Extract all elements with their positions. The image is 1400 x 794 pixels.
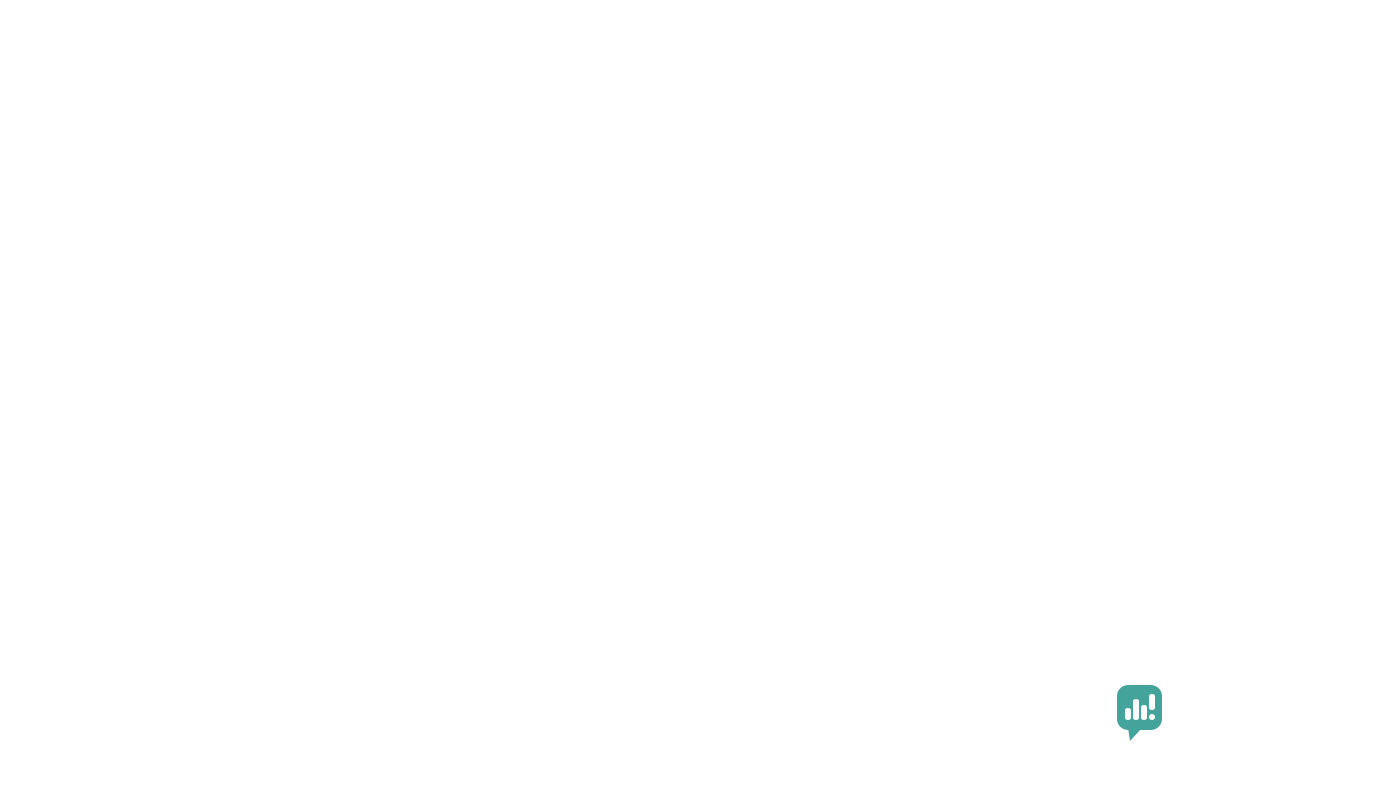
logo-bar-medium	[1141, 705, 1147, 720]
newsworthy-logo	[1116, 684, 1174, 742]
logo-bubble-tail	[1128, 728, 1142, 741]
logo-bar-tall	[1133, 699, 1139, 720]
logo-exclamation-dot	[1149, 714, 1155, 720]
speech-bubble-bar-chart-icon	[1117, 685, 1162, 741]
logo-exclamation-bar	[1149, 694, 1155, 710]
logo-bubble	[1117, 685, 1162, 730]
logo-bar-short	[1125, 708, 1131, 720]
